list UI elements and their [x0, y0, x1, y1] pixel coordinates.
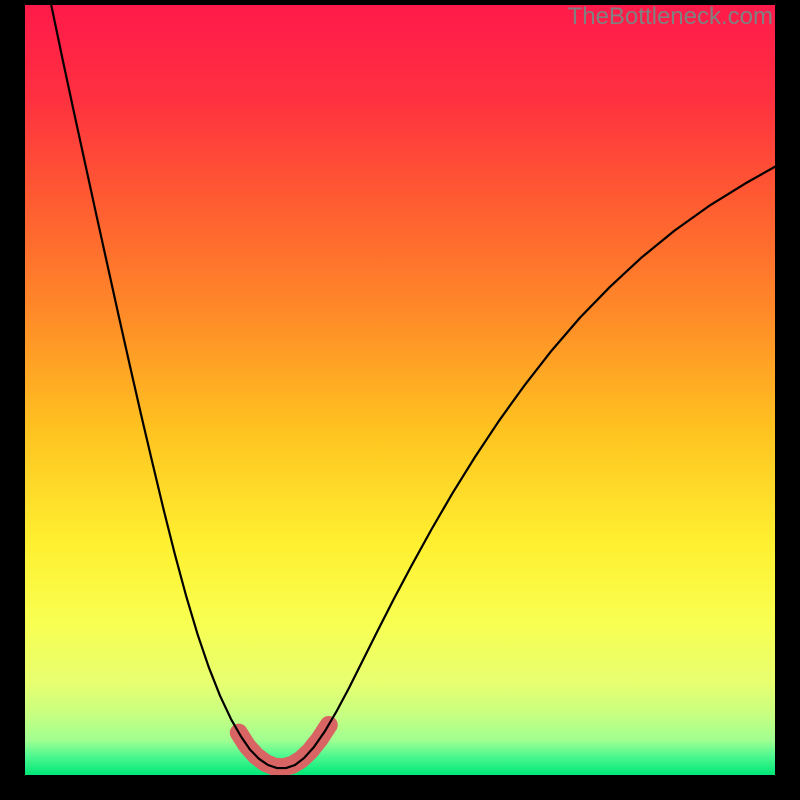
- plot-area: [25, 5, 775, 775]
- watermark-text: TheBottleneck.com: [568, 3, 773, 31]
- plot-svg: [25, 5, 775, 775]
- gradient-background: [25, 5, 775, 775]
